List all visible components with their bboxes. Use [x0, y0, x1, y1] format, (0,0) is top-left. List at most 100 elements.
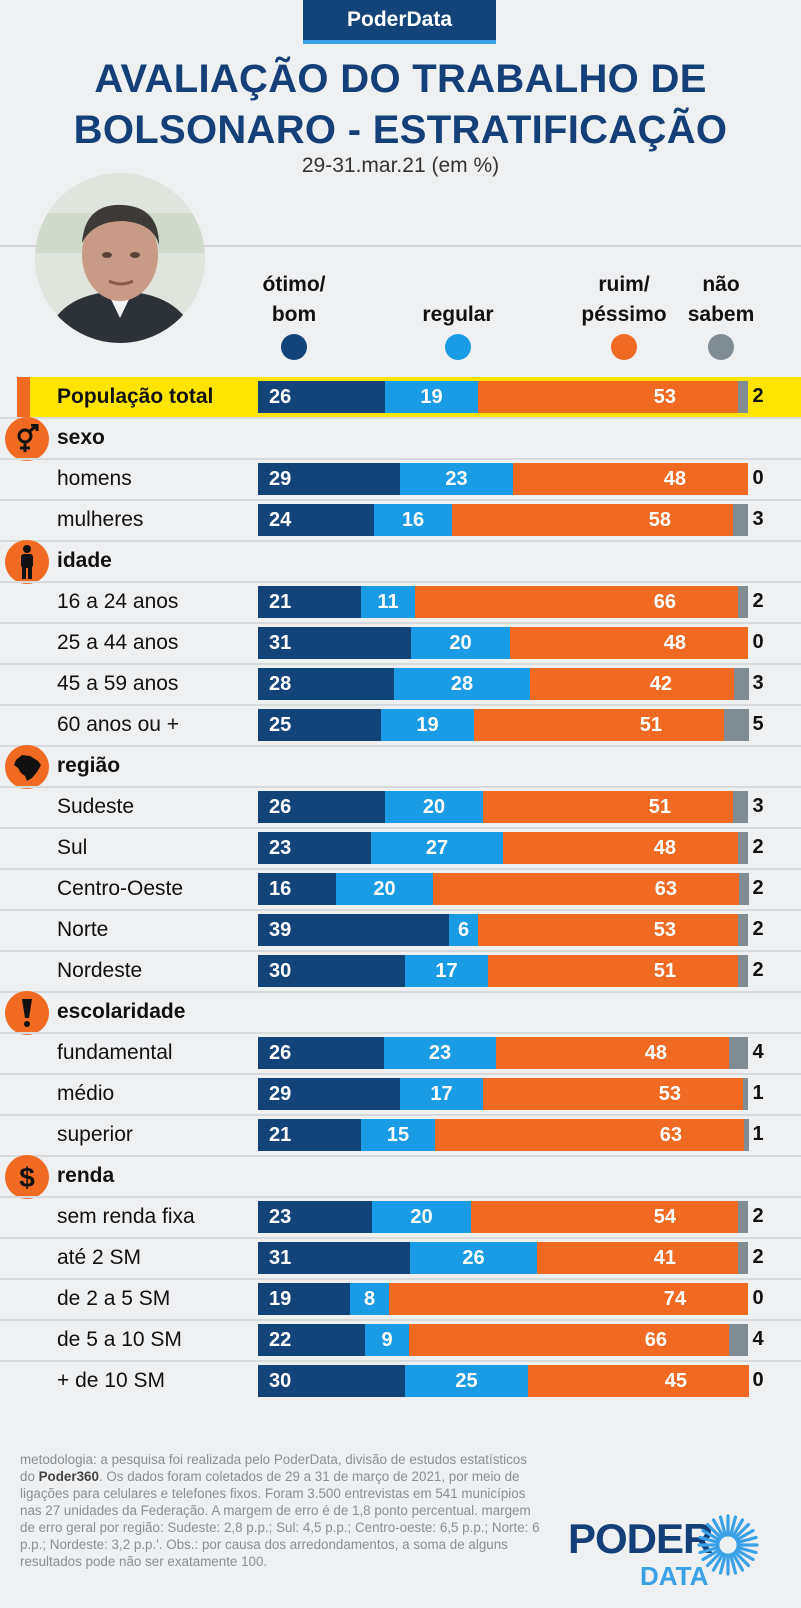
- bar-ruim-pessimo-de-2-a-5-sm: 74: [389, 1283, 748, 1315]
- bar-otimo-bom-mulheres: 24: [258, 504, 374, 536]
- value-nao-sabem-60-anos-ou: 5: [752, 713, 764, 735]
- legend-label-regular: regular: [422, 303, 494, 326]
- row-label-de-5-a-10-sm: de 5 a 10 SM: [57, 1328, 182, 1351]
- bar-otimo-bom-centro-oeste: 16: [258, 873, 336, 905]
- bar-ruim-pessimo-sudeste: 51: [483, 791, 733, 823]
- bar-otimo-bom-de-2-a-5-sm: 19: [258, 1283, 350, 1315]
- row-divider: [0, 1155, 801, 1157]
- row-divider: [0, 950, 801, 952]
- row-label-medio: médio: [57, 1082, 115, 1105]
- row-divider: [0, 786, 801, 788]
- value-nao-sabem-de-2-a-5-sm: 0: [752, 1287, 764, 1309]
- bar-otimo-bom-25-a-44-anos: 31: [258, 627, 411, 659]
- bar-regular-norte: 6: [449, 914, 478, 946]
- row-divider: [0, 499, 801, 501]
- bar-otimo-bom-ate-2-sm: 31: [258, 1242, 410, 1274]
- row-divider: [0, 1237, 801, 1239]
- methodology-text-1: metodologia: a pesquisa foi realizada pe…: [20, 1452, 527, 1484]
- value-nao-sabem-sudeste: 3: [752, 795, 764, 817]
- row-divider: [0, 458, 801, 460]
- bar-nao-sabem-sul: [738, 832, 748, 864]
- bar-otimo-bom-sul: 23: [258, 832, 371, 864]
- row-label-de-2-a-5-sm: de 2 a 5 SM: [57, 1287, 171, 1310]
- bar-nao-sabem-45-a-59-anos: [734, 668, 749, 700]
- bar-ruim-pessimo-homens: 48: [513, 463, 748, 495]
- legend-swatch-ruim-pessimo: [611, 334, 637, 360]
- chart-subtitle: 29-31.mar.21 (em %): [301, 154, 500, 177]
- row-divider: [0, 1319, 801, 1321]
- row-label-superior: superior: [57, 1123, 133, 1146]
- row-divider: [0, 1073, 801, 1075]
- row-divider: [0, 417, 801, 419]
- row-label-nordeste: Nordeste: [57, 959, 143, 982]
- methodology-note: metodologia: a pesquisa foi realizada pe…: [20, 1451, 545, 1570]
- gender-icon: [5, 417, 49, 461]
- exclamation-icon: [5, 991, 49, 1035]
- value-nao-sabem-16-a-24-anos: 2: [752, 590, 764, 612]
- logo-data-text: DATA: [640, 1561, 709, 1591]
- poderdata-badge: PoderData: [303, 0, 496, 44]
- bar-regular-ate-2-sm: 26: [410, 1242, 537, 1274]
- legend-swatch-regular: [445, 334, 471, 360]
- bar-regular-centro-oeste: 20: [336, 873, 433, 905]
- svg-text:$: $: [19, 1162, 35, 1193]
- row-label-mulheres: mulheres: [57, 508, 144, 531]
- value-nao-sabem-centro-oeste: 2: [752, 877, 764, 899]
- value-nao-sabem-ate-2-sm: 2: [752, 1246, 764, 1268]
- bar-nao-sabem-centro-oeste: [739, 873, 749, 905]
- brazil-map-icon: [5, 745, 49, 789]
- value-nao-sabem-fundamental: 4: [752, 1041, 764, 1063]
- row-label-16-a-24-anos: 16 a 24 anos: [57, 590, 179, 613]
- row-label-homens: homens: [57, 467, 132, 490]
- header-divider: [0, 245, 801, 247]
- value-nao-sabem-norte: 2: [752, 918, 764, 940]
- chart-title-line-1: AVALIAÇÃO DO TRABALHO DE: [94, 57, 707, 101]
- person-icon: [5, 540, 49, 584]
- bar-nao-sabem-medio: [743, 1078, 748, 1110]
- row-divider: [0, 1278, 801, 1280]
- bar-ruim-pessimo-populacao-total: 53: [478, 381, 738, 413]
- category-label-renda: renda: [57, 1164, 115, 1187]
- row-divider: [0, 540, 801, 542]
- bar-nao-sabem-de-5-a-10-sm: [729, 1324, 748, 1356]
- value-nao-sabem-25-a-44-anos: 0: [752, 631, 764, 653]
- bar-regular-fundamental: 23: [384, 1037, 496, 1069]
- bar-ruim-pessimo-mulheres: 58: [452, 504, 733, 536]
- row-divider: [0, 1032, 801, 1034]
- bar-regular-sudeste: 20: [385, 791, 483, 823]
- bar-regular-45-a-59-anos: 28: [394, 668, 530, 700]
- legend-label-otimo-bom: ótimo/bom: [262, 273, 326, 326]
- bar-nao-sabem-norte: [738, 914, 748, 946]
- bar-otimo-bom-de-10-sm: 30: [258, 1365, 405, 1397]
- bar-ruim-pessimo-16-a-24-anos: 66: [415, 586, 738, 618]
- bar-regular-de-2-a-5-sm: 8: [350, 1283, 389, 1315]
- bar-regular-16-a-24-anos: 11: [361, 586, 415, 618]
- category-label-regiao: região: [57, 754, 121, 777]
- row-label-sudeste: Sudeste: [57, 795, 135, 818]
- value-nao-sabem-populacao-total: 2: [752, 385, 764, 407]
- bar-otimo-bom-fundamental: 26: [258, 1037, 384, 1069]
- bar-nao-sabem-fundamental: [729, 1037, 748, 1069]
- bar-ruim-pessimo-norte: 53: [478, 914, 738, 946]
- value-nao-sabem-de-5-a-10-sm: 4: [752, 1328, 764, 1350]
- row-label-60-anos-ou: 60 anos ou +: [57, 713, 180, 736]
- bar-ruim-pessimo-sem-renda-fixa: 54: [471, 1201, 738, 1233]
- row-label-centro-oeste: Centro-Oeste: [57, 877, 184, 900]
- row-divider: [0, 1360, 801, 1362]
- methodology-text-2: . Os dados foram coletados de 29 a 31 de…: [20, 1469, 540, 1569]
- methodology-brand: Poder360: [38, 1469, 99, 1484]
- row-divider: [0, 581, 801, 583]
- bar-regular-populacao-total: 19: [385, 381, 478, 413]
- value-nao-sabem-sul: 2: [752, 836, 764, 858]
- bar-otimo-bom-homens: 29: [258, 463, 400, 495]
- value-nao-sabem-45-a-59-anos: 3: [752, 672, 764, 694]
- category-label-idade: idade: [57, 549, 112, 572]
- bar-ruim-pessimo-45-a-59-anos: 42: [530, 668, 734, 700]
- bar-regular-sul: 27: [371, 832, 503, 864]
- bolsonaro-photo: [35, 173, 205, 343]
- value-nao-sabem-medio: 1: [752, 1082, 764, 1104]
- legend-label-nao-sabem: não sabem: [687, 273, 755, 326]
- bar-nao-sabem-mulheres: [733, 504, 748, 536]
- row-divider: [0, 1114, 801, 1116]
